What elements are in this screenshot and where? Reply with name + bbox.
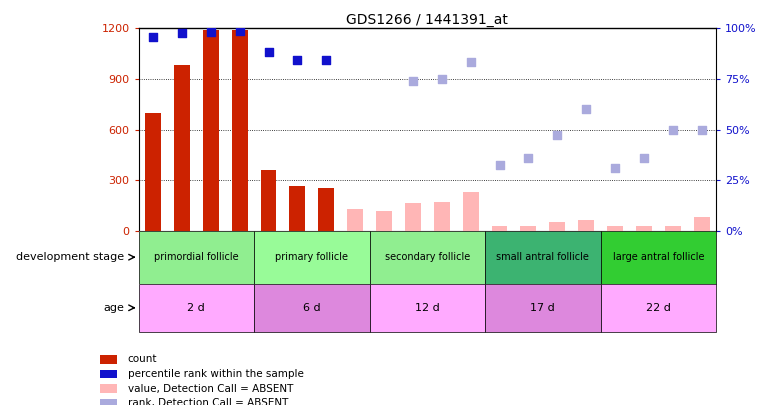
Bar [100, 384, 117, 393]
Text: 17 d: 17 d [531, 303, 555, 313]
Point [667, 126, 679, 133]
Text: development stage: development stage [16, 252, 124, 262]
Point [147, 34, 159, 40]
Text: percentile rank within the sample: percentile rank within the sample [128, 369, 303, 379]
Bar [405, 203, 421, 231]
Point [263, 49, 275, 55]
Point [551, 131, 564, 138]
Bar [521, 226, 537, 231]
Bar [601, 284, 716, 332]
Bar [607, 226, 623, 231]
Bar [485, 231, 601, 284]
Bar [232, 30, 248, 231]
Bar [578, 220, 594, 231]
Point [436, 76, 448, 82]
Point [522, 155, 534, 162]
Bar [370, 231, 485, 284]
Bar [100, 355, 117, 364]
Bar [254, 284, 370, 332]
Bar [463, 192, 479, 231]
Bar [370, 284, 485, 332]
Bar [665, 226, 681, 231]
Text: 2 d: 2 d [187, 303, 206, 313]
Bar [254, 231, 370, 284]
Text: 6 d: 6 d [303, 303, 320, 313]
Point [205, 28, 217, 35]
Bar [139, 231, 254, 284]
Bar [203, 30, 219, 231]
Bar [145, 113, 161, 231]
Text: secondary follicle: secondary follicle [385, 252, 470, 262]
Text: 22 d: 22 d [646, 303, 671, 313]
Bar [318, 188, 334, 231]
Text: primary follicle: primary follicle [276, 252, 348, 262]
Bar [260, 170, 276, 231]
Bar [694, 217, 710, 231]
Bar [100, 370, 117, 378]
Bar [376, 211, 392, 231]
Point [407, 77, 419, 84]
Bar [491, 226, 507, 231]
Bar [485, 284, 601, 332]
Text: 12 d: 12 d [415, 303, 440, 313]
Point [464, 59, 477, 65]
Text: primordial follicle: primordial follicle [154, 252, 239, 262]
Text: value, Detection Call = ABSENT: value, Detection Call = ABSENT [128, 384, 293, 394]
Point [176, 30, 188, 37]
Text: age: age [103, 303, 124, 313]
Bar [174, 66, 190, 231]
Text: small antral follicle: small antral follicle [497, 252, 589, 262]
Text: count: count [128, 354, 157, 364]
Point [695, 126, 708, 133]
Point [609, 165, 621, 172]
Bar [434, 202, 450, 231]
Bar [139, 284, 254, 332]
Bar [549, 222, 565, 231]
Bar [636, 226, 652, 231]
Bar [100, 399, 117, 405]
Bar [601, 231, 716, 284]
Point [494, 162, 506, 168]
Text: rank, Detection Call = ABSENT: rank, Detection Call = ABSENT [128, 398, 288, 405]
Point [320, 57, 333, 64]
Point [638, 155, 650, 162]
Point [233, 28, 246, 34]
Text: large antral follicle: large antral follicle [613, 252, 704, 262]
Point [291, 57, 303, 64]
Bar [290, 186, 306, 231]
Point [580, 106, 592, 113]
Bar [347, 209, 363, 231]
Title: GDS1266 / 1441391_at: GDS1266 / 1441391_at [346, 13, 508, 27]
